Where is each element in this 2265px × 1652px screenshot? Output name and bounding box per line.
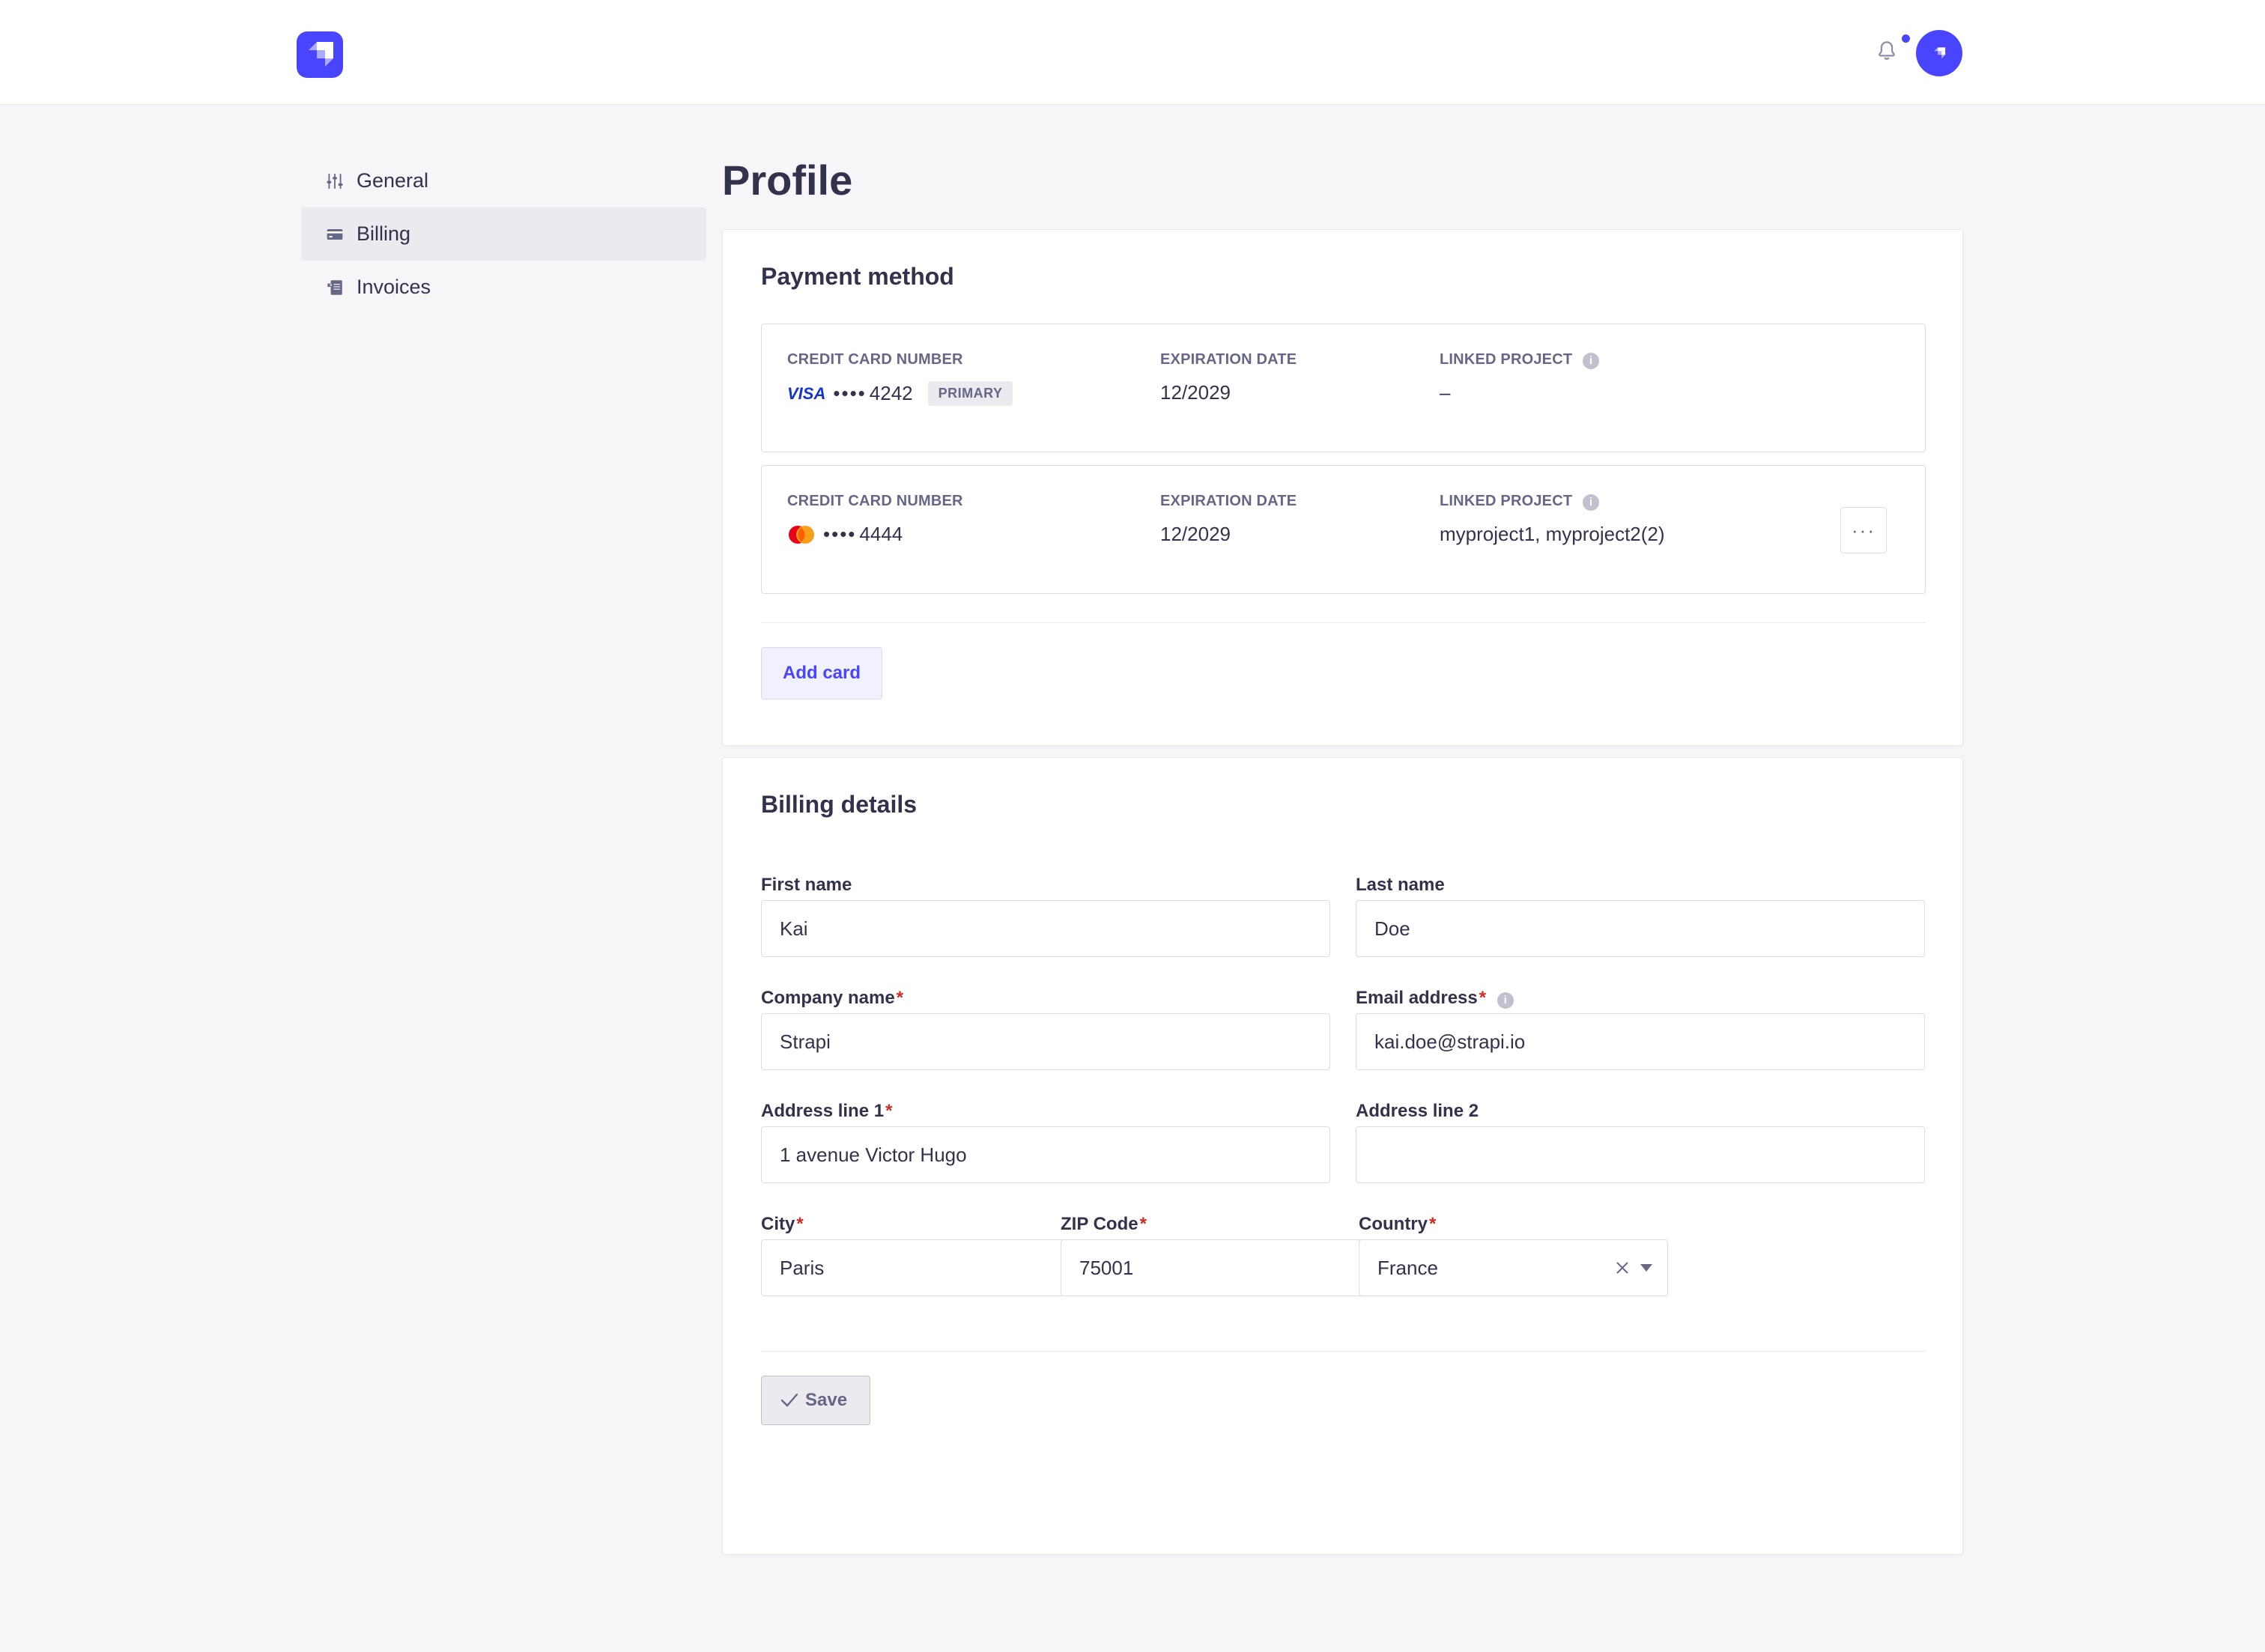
svg-text:$: $ (330, 283, 333, 288)
